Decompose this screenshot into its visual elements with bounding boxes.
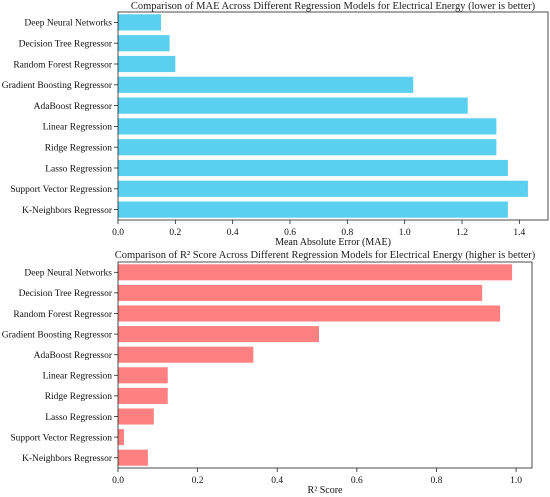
mae-x-tick-label: 1.0	[399, 228, 411, 238]
r2-bar	[118, 387, 168, 404]
mae-bar	[118, 180, 528, 197]
mae-chart-title: Comparison of MAE Across Different Regre…	[131, 1, 536, 12]
r2-x-tick-label: 0.8	[431, 476, 443, 486]
mae-category-label: K-Neighbors Regressor	[22, 206, 113, 216]
r2-category-label: Linear Regression	[43, 372, 113, 382]
r2-bar	[118, 305, 501, 322]
r2-x-tick-label: 0.2	[192, 476, 204, 486]
r2-category-label: Deep Neural Networks	[24, 269, 112, 279]
r2-bar	[118, 367, 168, 384]
mae-x-tick-label: 1.4	[513, 228, 525, 238]
mae-category-label: Gradient Boosting Regressor	[2, 81, 113, 91]
mae-bar	[118, 201, 508, 218]
mae-bar	[118, 159, 508, 177]
mae-category-label: Ridge Regression	[45, 144, 113, 154]
r2-bar	[118, 326, 320, 343]
mae-x-tick-label: 0.4	[227, 228, 239, 238]
mae-category-label: Random Forest Regressor	[13, 60, 113, 70]
mae-category-label: Support Vector Regression	[10, 185, 112, 195]
mae-category-label: Linear Regression	[43, 123, 113, 133]
r2-bar	[118, 284, 483, 301]
mae-bar	[118, 76, 414, 93]
mae-bar	[118, 97, 468, 114]
mae-x-tick-label: 0.8	[341, 228, 353, 238]
mae-bar	[118, 14, 161, 31]
mae-category-label: Decision Tree Regressor	[19, 40, 113, 50]
mae-x-tick-label: 0.2	[169, 228, 181, 238]
r2-x-axis-label: R² Score	[308, 485, 343, 496]
mae-category-label: AdaBoost Regressor	[34, 102, 113, 112]
mae-x-tick-label: 0.6	[284, 228, 296, 238]
mae-bar	[118, 139, 497, 156]
r2-plot-frame	[117, 261, 533, 469]
mae-category-label: Lasso Regression	[45, 164, 112, 174]
r2-category-label: Support Vector Regression	[10, 433, 112, 443]
r2-category-label: Random Forest Regressor	[13, 310, 113, 320]
r2-category-label: Ridge Regression	[45, 392, 113, 402]
r2-category-label: Gradient Boosting Regressor	[2, 330, 113, 340]
r2-x-tick-label: 0.0	[112, 476, 124, 486]
mae-x-tick-label: 1.2	[456, 228, 468, 238]
r2-category-label: Lasso Regression	[45, 413, 112, 423]
mae-bar	[118, 118, 497, 135]
r2-category-label: AdaBoost Regressor	[34, 351, 113, 361]
r2-x-tick-label: 0.4	[271, 476, 283, 486]
mae-x-axis-label: Mean Absolute Error (MAE)	[275, 237, 391, 248]
r2-x-tick-label: 0.6	[351, 476, 363, 486]
mae-x-tick-label: 0.0	[112, 228, 124, 238]
r2-chart-panel: Comparison of R² Score Across Different …	[2, 250, 536, 496]
mae-bar	[118, 55, 176, 73]
mae-bar	[118, 35, 170, 52]
mae-category-label: Deep Neural Networks	[24, 19, 112, 29]
r2-chart-title: Comparison of R² Score Across Different …	[115, 250, 536, 261]
r2-x-tick-label: 1.0	[510, 476, 522, 486]
r2-bar	[118, 429, 124, 446]
r2-bar	[118, 449, 148, 466]
mae-plot-frame	[117, 11, 549, 221]
mae-chart-panel: Comparison of MAE Across Different Regre…	[2, 1, 549, 248]
r2-category-label: Decision Tree Regressor	[19, 289, 113, 299]
r2-bar	[118, 408, 154, 425]
r2-category-label: K-Neighbors Regressor	[22, 454, 113, 464]
r2-bar	[118, 264, 513, 281]
r2-bar	[118, 346, 254, 363]
